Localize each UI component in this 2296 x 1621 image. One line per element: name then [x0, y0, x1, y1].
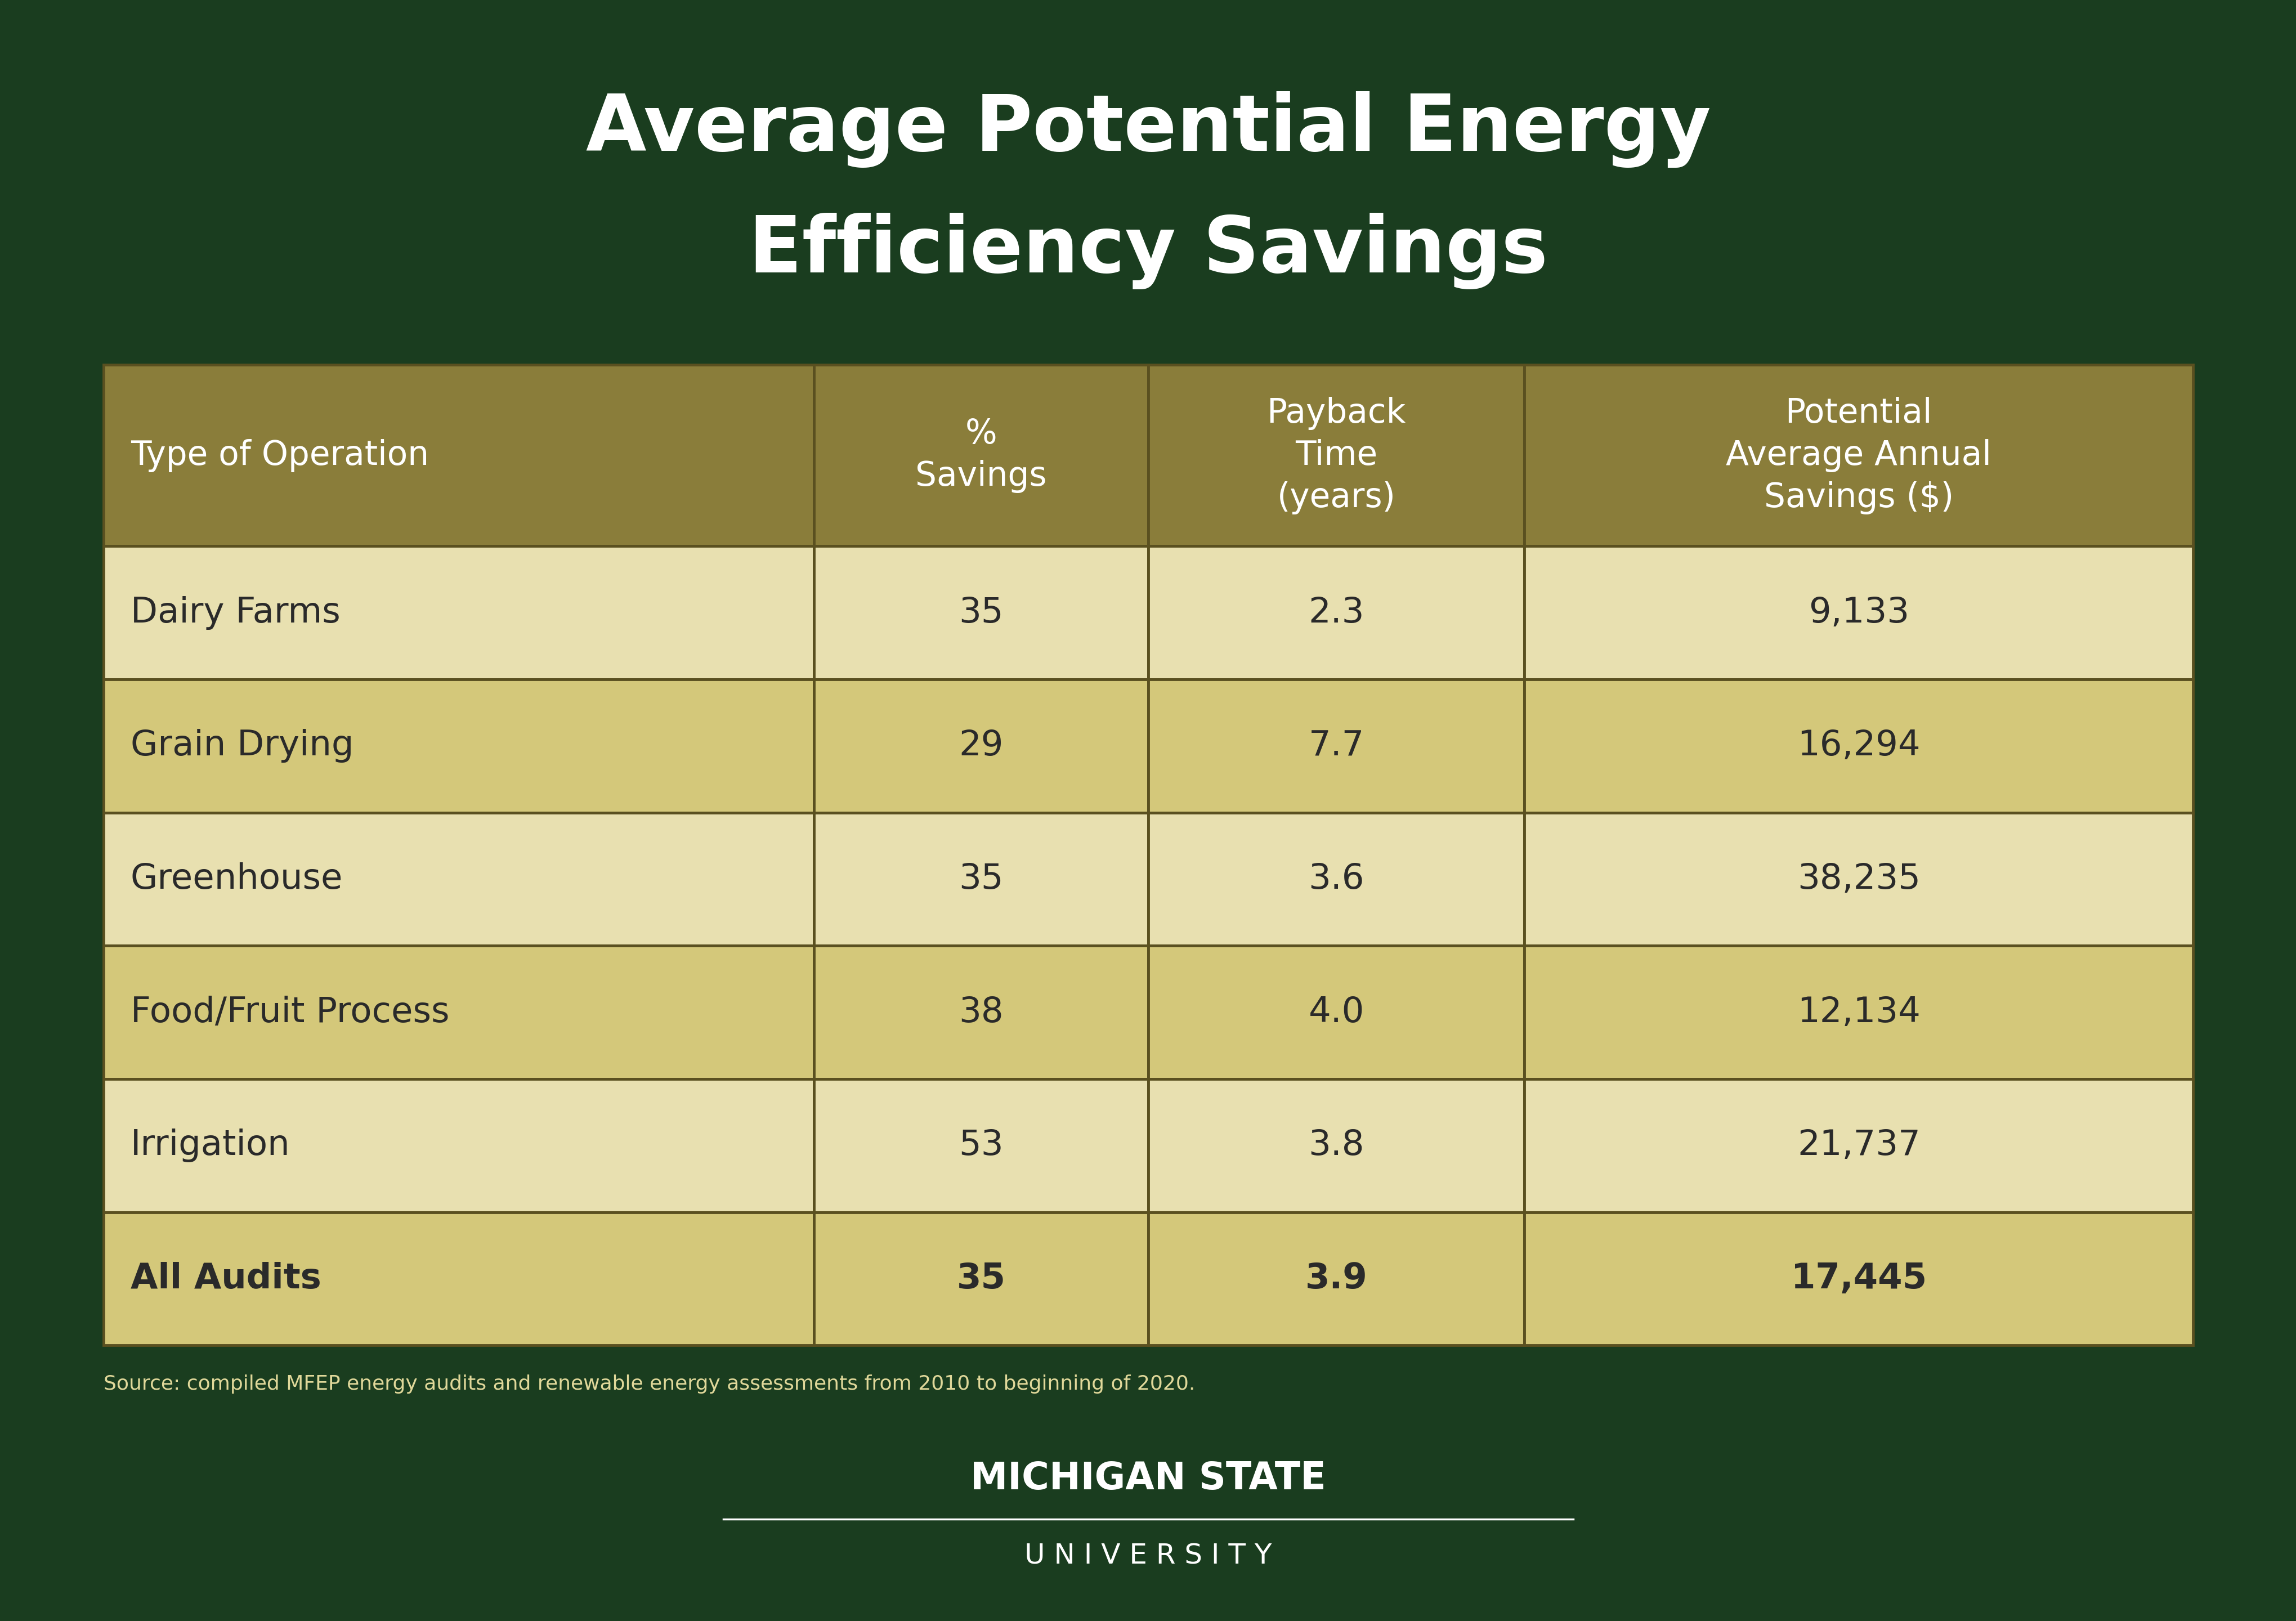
Bar: [1525, 945, 2193, 1080]
Text: Food/Fruit Process: Food/Fruit Process: [131, 995, 450, 1029]
Bar: [103, 679, 813, 812]
Text: Greenhouse: Greenhouse: [131, 862, 342, 896]
Bar: [1148, 679, 1525, 812]
Text: Payback
Time
(years): Payback Time (years): [1267, 397, 1405, 514]
Bar: [1148, 1080, 1525, 1213]
Text: 12,134: 12,134: [1798, 995, 1919, 1029]
Bar: [813, 812, 1148, 945]
Text: 16,294: 16,294: [1798, 729, 1919, 763]
Text: U N I V E R S I T Y: U N I V E R S I T Y: [1024, 1543, 1272, 1569]
Text: Irrigation: Irrigation: [131, 1128, 289, 1162]
Bar: [813, 1080, 1148, 1213]
Text: Average Potential Energy: Average Potential Energy: [585, 91, 1711, 169]
Text: 35: 35: [957, 862, 1003, 896]
Text: 7.7: 7.7: [1309, 729, 1364, 763]
Bar: [813, 546, 1148, 679]
Text: Dairy Farms: Dairy Farms: [131, 597, 340, 629]
Bar: [1525, 1080, 2193, 1213]
Bar: [1525, 546, 2193, 679]
Bar: [103, 1080, 813, 1213]
Bar: [1148, 1213, 1525, 1345]
Bar: [103, 945, 813, 1080]
Bar: [103, 546, 813, 679]
Bar: [813, 945, 1148, 1080]
Bar: [1148, 812, 1525, 945]
Text: %
Savings: % Savings: [916, 418, 1047, 493]
Text: 35: 35: [957, 597, 1003, 629]
Text: MICHIGAN STATE: MICHIGAN STATE: [971, 1461, 1325, 1496]
Bar: [103, 1213, 813, 1345]
Text: 3.6: 3.6: [1309, 862, 1364, 896]
Text: 3.8: 3.8: [1309, 1128, 1364, 1162]
Text: 17,445: 17,445: [1791, 1261, 1926, 1295]
Text: 21,737: 21,737: [1798, 1128, 1919, 1162]
Text: Efficiency Savings: Efficiency Savings: [748, 212, 1548, 290]
Text: 4.0: 4.0: [1309, 995, 1364, 1029]
Text: 29: 29: [957, 729, 1003, 763]
Bar: [813, 1213, 1148, 1345]
Text: Potential
Average Annual
Savings ($): Potential Average Annual Savings ($): [1727, 397, 1991, 514]
Bar: [1525, 679, 2193, 812]
Bar: [813, 679, 1148, 812]
Text: 38: 38: [957, 995, 1003, 1029]
Text: 9,133: 9,133: [1807, 597, 1908, 629]
Bar: [1148, 945, 1525, 1080]
Text: All Audits: All Audits: [131, 1261, 321, 1295]
Text: 2.3: 2.3: [1309, 597, 1364, 629]
Text: Grain Drying: Grain Drying: [131, 729, 354, 763]
Text: Source: compiled MFEP energy audits and renewable energy assessments from 2010 t: Source: compiled MFEP energy audits and …: [103, 1375, 1194, 1394]
Bar: [1525, 812, 2193, 945]
Text: 3.9: 3.9: [1304, 1261, 1366, 1295]
Bar: [1525, 1213, 2193, 1345]
Bar: [103, 812, 813, 945]
Text: 38,235: 38,235: [1798, 862, 1919, 896]
Text: Type of Operation: Type of Operation: [131, 439, 429, 472]
Text: 35: 35: [957, 1261, 1006, 1295]
Bar: [1148, 546, 1525, 679]
Text: 53: 53: [957, 1128, 1003, 1162]
